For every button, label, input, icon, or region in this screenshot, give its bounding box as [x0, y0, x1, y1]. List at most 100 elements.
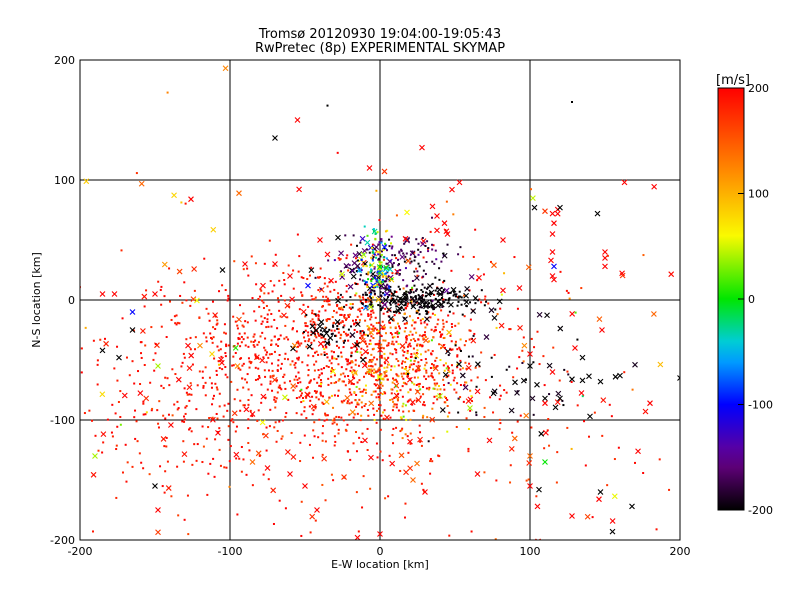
data-point: [376, 270, 379, 273]
data-point: [371, 309, 374, 312]
data-point: [274, 406, 277, 409]
data-point: [432, 244, 435, 247]
data-point: [424, 364, 427, 367]
data-point: [422, 401, 425, 404]
data-point: [222, 65, 229, 72]
data-point: [232, 315, 235, 318]
data-point: [194, 348, 197, 351]
data-point: [416, 309, 419, 312]
data-point: [360, 347, 363, 350]
data-point: [267, 356, 270, 359]
data-point: [382, 312, 385, 315]
data-point: [304, 322, 307, 325]
data-point: [210, 226, 217, 233]
data-point: [227, 297, 230, 300]
data-point: [331, 419, 334, 422]
data-point: [496, 298, 503, 305]
data-point: [576, 338, 579, 341]
data-point: [182, 352, 185, 355]
data-point: [345, 290, 348, 293]
data-point: [253, 345, 256, 348]
data-point: [380, 356, 383, 359]
data-point: [384, 497, 387, 500]
data-point: [283, 278, 286, 281]
data-point: [114, 412, 117, 415]
data-point: [609, 528, 616, 535]
data-point: [413, 270, 416, 273]
data-point: [201, 370, 204, 373]
data-point: [226, 409, 229, 412]
data-point: [336, 151, 339, 154]
data-point: [459, 349, 462, 352]
data-point: [364, 281, 367, 284]
data-point: [377, 368, 380, 371]
data-point: [404, 372, 407, 375]
data-point: [273, 284, 276, 287]
data-point: [380, 240, 383, 243]
data-point: [266, 320, 269, 323]
data-point: [216, 430, 219, 433]
data-point: [317, 314, 320, 317]
data-point: [439, 396, 442, 399]
data-point: [415, 397, 422, 403]
data-point: [566, 370, 569, 373]
data-point: [332, 479, 335, 482]
data-point: [516, 367, 519, 370]
data-point: [374, 276, 377, 279]
data-point: [600, 397, 607, 404]
data-point: [369, 318, 372, 321]
data-point: [467, 405, 473, 411]
data-point: [403, 292, 406, 295]
data-point: [141, 293, 148, 300]
data-point: [512, 376, 515, 379]
data-point: [248, 360, 251, 363]
data-point: [317, 436, 320, 439]
data-point: [211, 300, 214, 303]
data-point: [359, 310, 362, 313]
data-point: [401, 405, 404, 408]
data-point: [411, 403, 414, 406]
data-point: [557, 204, 563, 211]
data-point: [509, 464, 512, 467]
data-point: [408, 334, 411, 337]
data-point: [404, 336, 407, 339]
data-point: [378, 321, 381, 324]
data-point: [264, 349, 267, 352]
data-point: [351, 269, 354, 272]
data-point: [211, 403, 214, 406]
data-point: [317, 332, 320, 335]
data-point: [415, 365, 422, 371]
data-point: [389, 259, 392, 262]
data-point: [209, 351, 215, 357]
data-point: [243, 406, 250, 413]
data-point: [300, 534, 303, 537]
data-point: [484, 379, 487, 382]
data-point: [379, 373, 382, 376]
data-point: [513, 256, 516, 259]
data-point: [311, 309, 314, 312]
data-point: [321, 327, 328, 333]
data-point: [567, 373, 570, 376]
data-point: [188, 352, 195, 359]
data-point: [463, 315, 466, 318]
data-point: [447, 382, 450, 385]
data-point: [387, 344, 390, 347]
data-point: [569, 376, 575, 383]
data-point: [80, 347, 83, 350]
data-point: [634, 461, 637, 464]
data-point: [460, 303, 463, 306]
data-point: [442, 322, 445, 325]
data-point: [398, 300, 405, 307]
data-point: [251, 484, 254, 487]
data-point: [263, 346, 266, 349]
data-point: [234, 363, 241, 369]
data-point: [394, 310, 397, 313]
data-point: [371, 369, 374, 372]
data-point: [527, 351, 533, 357]
data-point: [419, 353, 422, 356]
data-point: [283, 357, 286, 360]
data-point: [333, 435, 336, 438]
data-point: [366, 285, 369, 288]
data-point: [424, 350, 427, 353]
data-point: [283, 381, 286, 384]
